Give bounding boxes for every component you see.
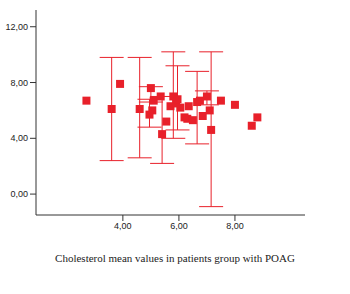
html-text:Cholesterol mean values in pat: Cholesterol mean values in patients grou… — [55, 252, 295, 264]
svg-text:6,00: 6,00 — [170, 221, 188, 231]
svg-text:0,00: 0,00 — [10, 189, 28, 199]
svg-text:8,00: 8,00 — [226, 221, 244, 231]
svg-text:4,00: 4,00 — [114, 221, 132, 231]
svg-text:12,00: 12,00 — [8, 22, 28, 32]
svg-text:4,00: 4,00 — [10, 133, 28, 143]
svg-text:8,00: 8,00 — [10, 78, 28, 88]
